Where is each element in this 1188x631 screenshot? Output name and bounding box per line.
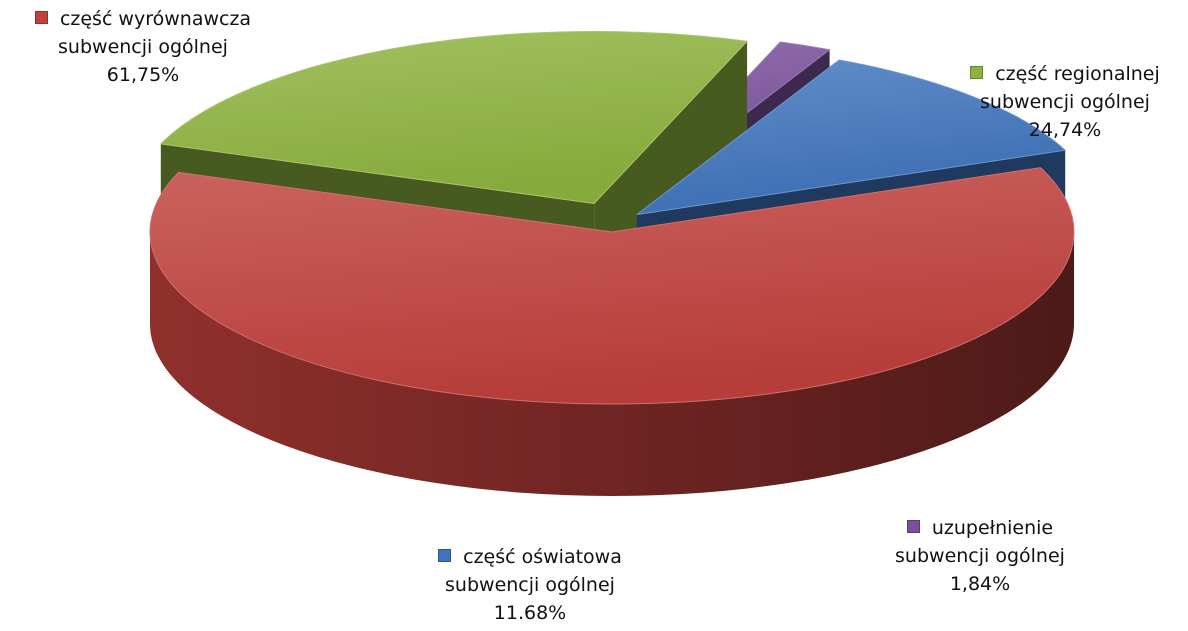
label-oswiatowa-line1: część oświatowa <box>463 546 622 568</box>
label-wyrownawcza: część wyrównawcza subwencji ogólnej 61,7… <box>8 5 278 89</box>
value-wyrownawcza: 61,75% <box>106 64 180 86</box>
legend-swatch-wyrownawcza <box>34 11 48 24</box>
legend-swatch-uzupelnienie <box>906 520 920 533</box>
pie-slice-top <box>149 167 1075 405</box>
pie-slice-top <box>636 59 1067 216</box>
value-regionalna: 24,74% <box>1028 119 1102 141</box>
value-uzupelnienie: 1,84% <box>949 573 1011 595</box>
pie-slice-side <box>150 232 1074 496</box>
label-uzupelnienie: uzupełnienie subwencji ogólnej 1,84% <box>850 514 1110 598</box>
label-wyrownawcza-line1: część wyrównawcza <box>59 8 252 30</box>
label-regionalna-line2: subwencji ogólnej <box>980 91 1150 113</box>
label-regionalna-line1: część regionalnej <box>995 63 1160 85</box>
pie-slice-top <box>159 31 749 205</box>
legend-swatch-regionalna <box>970 66 984 79</box>
label-regionalna: część regionalnej subwencji ogólnej 24,7… <box>950 60 1180 144</box>
label-uzupelnienie-line2: subwencji ogólnej <box>895 545 1065 567</box>
label-oswiatowa-line2: subwencji ogólnej <box>445 574 615 596</box>
pie-slice <box>149 167 1075 496</box>
legend-swatch-oswiatowa <box>438 549 452 562</box>
label-uzupelnienie-line1: uzupełnienie <box>931 517 1054 539</box>
value-oswiatowa: 11.68% <box>493 602 567 624</box>
label-wyrownawcza-line2: subwencji ogólnej <box>58 36 228 58</box>
label-oswiatowa: część oświatowa subwencji ogólnej 11.68% <box>400 543 660 627</box>
